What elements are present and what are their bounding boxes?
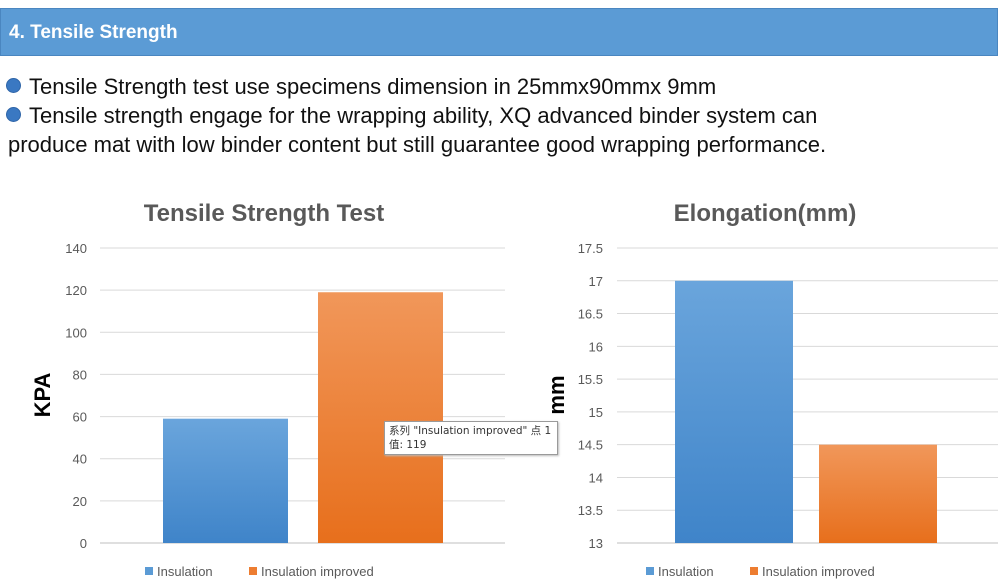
y-tick-label: 140 bbox=[65, 241, 87, 256]
bar-insulation-improved bbox=[318, 292, 443, 543]
legend-label: Insulation improved bbox=[261, 564, 374, 579]
y-tick-label: 60 bbox=[73, 410, 87, 425]
y-tick-label: 17.5 bbox=[578, 241, 603, 256]
bar-insulation-improved bbox=[819, 444, 937, 543]
bullet-text-2-continuation: produce mat with low binder content but … bbox=[8, 132, 827, 157]
bullet-text-2: Tensile strength engage for the wrapping… bbox=[29, 103, 818, 128]
bullet-text-1: Tensile Strength test use specimens dime… bbox=[29, 74, 717, 99]
chart-title: Tensile Strength Test bbox=[144, 200, 384, 227]
legend-swatch bbox=[249, 567, 257, 575]
legend-swatch bbox=[646, 567, 654, 575]
bar-insulation bbox=[163, 418, 288, 543]
legend-swatch bbox=[750, 567, 758, 575]
legend-label: Insulation bbox=[157, 564, 213, 579]
y-tick-label: 15.5 bbox=[578, 372, 603, 387]
y-tick-label: 15 bbox=[589, 405, 603, 420]
y-tick-label: 120 bbox=[65, 283, 87, 298]
chart-title: Elongation(mm) bbox=[674, 200, 857, 227]
y-tick-label: 0 bbox=[80, 536, 87, 551]
tooltip-value-line: 值: 119 bbox=[389, 439, 427, 451]
bar-insulation bbox=[675, 280, 793, 543]
y-tick-label: 100 bbox=[65, 325, 87, 340]
elongation-chart: Elongation(mm) 13 13.5 14 14.5 15 15.5 16 16.5 17… bbox=[544, 200, 998, 579]
section-header-bar: 4. Tensile Strength bbox=[0, 8, 998, 56]
y-axis-label: KPA bbox=[30, 372, 55, 417]
legend-swatch bbox=[145, 567, 153, 575]
bullet-item-1: Tensile Strength test use specimens dime… bbox=[6, 74, 716, 100]
section-title: 4. Tensile Strength bbox=[9, 22, 178, 43]
data-point-tooltip: 系列 "Insulation improved" 点 1 值: 119 bbox=[384, 421, 558, 455]
bullet-item-2: Tensile strength engage for the wrapping… bbox=[6, 103, 817, 129]
y-tick-label: 14.5 bbox=[578, 438, 603, 453]
y-tick-label: 16 bbox=[589, 339, 603, 354]
y-tick-label: 80 bbox=[73, 367, 87, 382]
tooltip-series-line: 系列 "Insulation improved" 点 1 bbox=[389, 425, 552, 437]
y-tick-label: 17 bbox=[589, 274, 603, 289]
legend-label: Insulation bbox=[658, 564, 714, 579]
y-tick-label: 20 bbox=[73, 494, 87, 509]
y-tick-label: 16.5 bbox=[578, 307, 603, 322]
tensile-strength-chart: Tensile Strength Test 0 20 40 60 80 100 120 140 K… bbox=[30, 200, 505, 579]
y-axis-label: mm bbox=[544, 375, 569, 414]
y-tick-label: 40 bbox=[73, 452, 87, 467]
bullet-dot-icon bbox=[6, 78, 21, 93]
bullet-dot-icon bbox=[6, 107, 21, 122]
y-tick-label: 13 bbox=[589, 536, 603, 551]
legend-label: Insulation improved bbox=[762, 564, 875, 579]
y-tick-label: 13.5 bbox=[578, 503, 603, 518]
y-tick-label: 14 bbox=[589, 470, 603, 485]
